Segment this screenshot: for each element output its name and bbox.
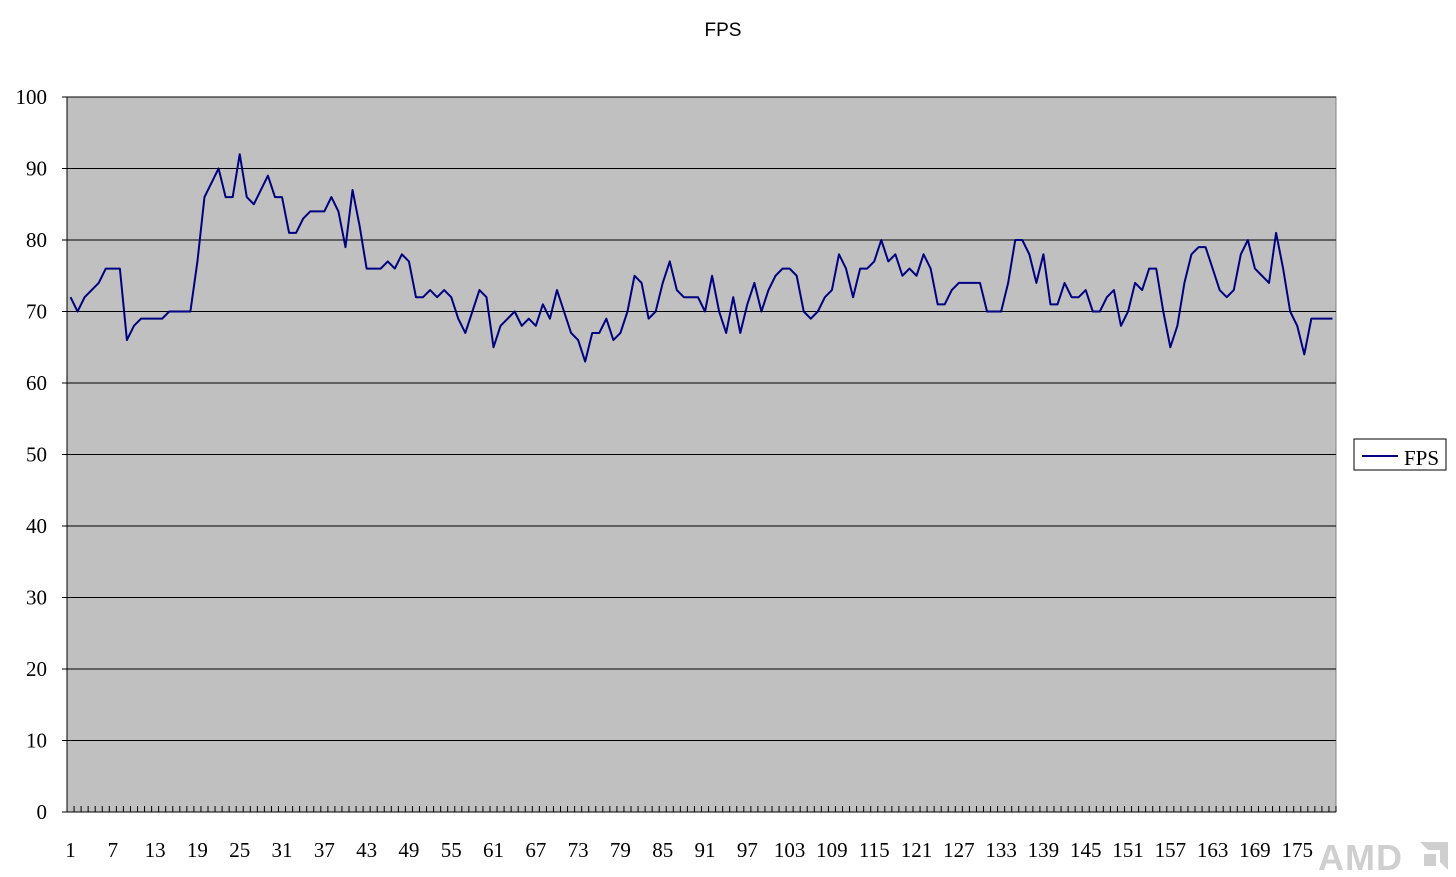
x-tick-label: 19 — [187, 838, 208, 862]
x-tick-label: 121 — [901, 838, 933, 862]
x-tick-label: 133 — [985, 838, 1017, 862]
x-tick-label: 91 — [695, 838, 716, 862]
y-tick-label: 50 — [26, 443, 47, 467]
y-tick-label: 30 — [26, 586, 47, 610]
x-tick-label: 61 — [483, 838, 504, 862]
x-tick-label: 115 — [859, 838, 890, 862]
y-tick-label: 20 — [26, 657, 47, 681]
x-tick-label: 169 — [1239, 838, 1271, 862]
y-tick-label: 0 — [37, 800, 48, 824]
x-tick-label: 103 — [774, 838, 806, 862]
x-tick-label: 37 — [314, 838, 335, 862]
x-tick-label: 13 — [145, 838, 166, 862]
legend: FPS — [1353, 438, 1447, 471]
x-tick-label: 73 — [568, 838, 589, 862]
x-tick-label: 97 — [737, 838, 758, 862]
chart-title: FPS — [705, 20, 742, 41]
x-tick-label: 109 — [816, 838, 848, 862]
x-tick-label: 55 — [441, 838, 462, 862]
x-tick-label: 7 — [108, 838, 119, 862]
series-line-fps — [69, 153, 1333, 363]
legend-box — [1353, 438, 1447, 471]
x-tick-label: 85 — [652, 838, 673, 862]
x-tick-label: 145 — [1070, 838, 1102, 862]
x-tick-label: 25 — [229, 838, 250, 862]
y-tick-label: 40 — [26, 514, 47, 538]
x-tick-label: 67 — [525, 838, 546, 862]
y-tick-label: 10 — [26, 729, 47, 753]
x-tick-label: 43 — [356, 838, 377, 862]
x-tick-label: 139 — [1028, 838, 1060, 862]
y-axis: 0 10 20 30 40 50 60 70 80 90 100 — [16, 85, 68, 824]
series-layer — [69, 153, 1333, 363]
plot-area — [66, 96, 1337, 813]
y-tick-label: 80 — [26, 228, 47, 252]
legend-label-fps: FPS — [1404, 446, 1439, 470]
amd-logo: AMD — [1318, 837, 1448, 877]
x-tick-label: 79 — [610, 838, 631, 862]
amd-logo-text: AMD — [1318, 837, 1403, 877]
y-tick-label: 70 — [26, 300, 47, 324]
x-tick-label: 157 — [1155, 838, 1187, 862]
y-tick-label: 100 — [16, 85, 48, 109]
x-axis: 1 7 13 19 25 31 37 43 49 55 61 67 73 79 85 91 97 103 109 11… — [65, 806, 1337, 862]
y-tick-label: 90 — [26, 157, 47, 181]
x-tick-label: 151 — [1112, 838, 1144, 862]
x-tick-label: 163 — [1197, 838, 1229, 862]
x-tick-label: 1 — [65, 838, 76, 862]
amd-arrow-icon — [1420, 842, 1448, 870]
x-tick-label: 31 — [272, 838, 293, 862]
x-tick-label: 49 — [398, 838, 419, 862]
y-tick-label: 60 — [26, 371, 47, 395]
x-tick-label: 127 — [943, 838, 975, 862]
x-tick-label: 175 — [1281, 838, 1313, 862]
